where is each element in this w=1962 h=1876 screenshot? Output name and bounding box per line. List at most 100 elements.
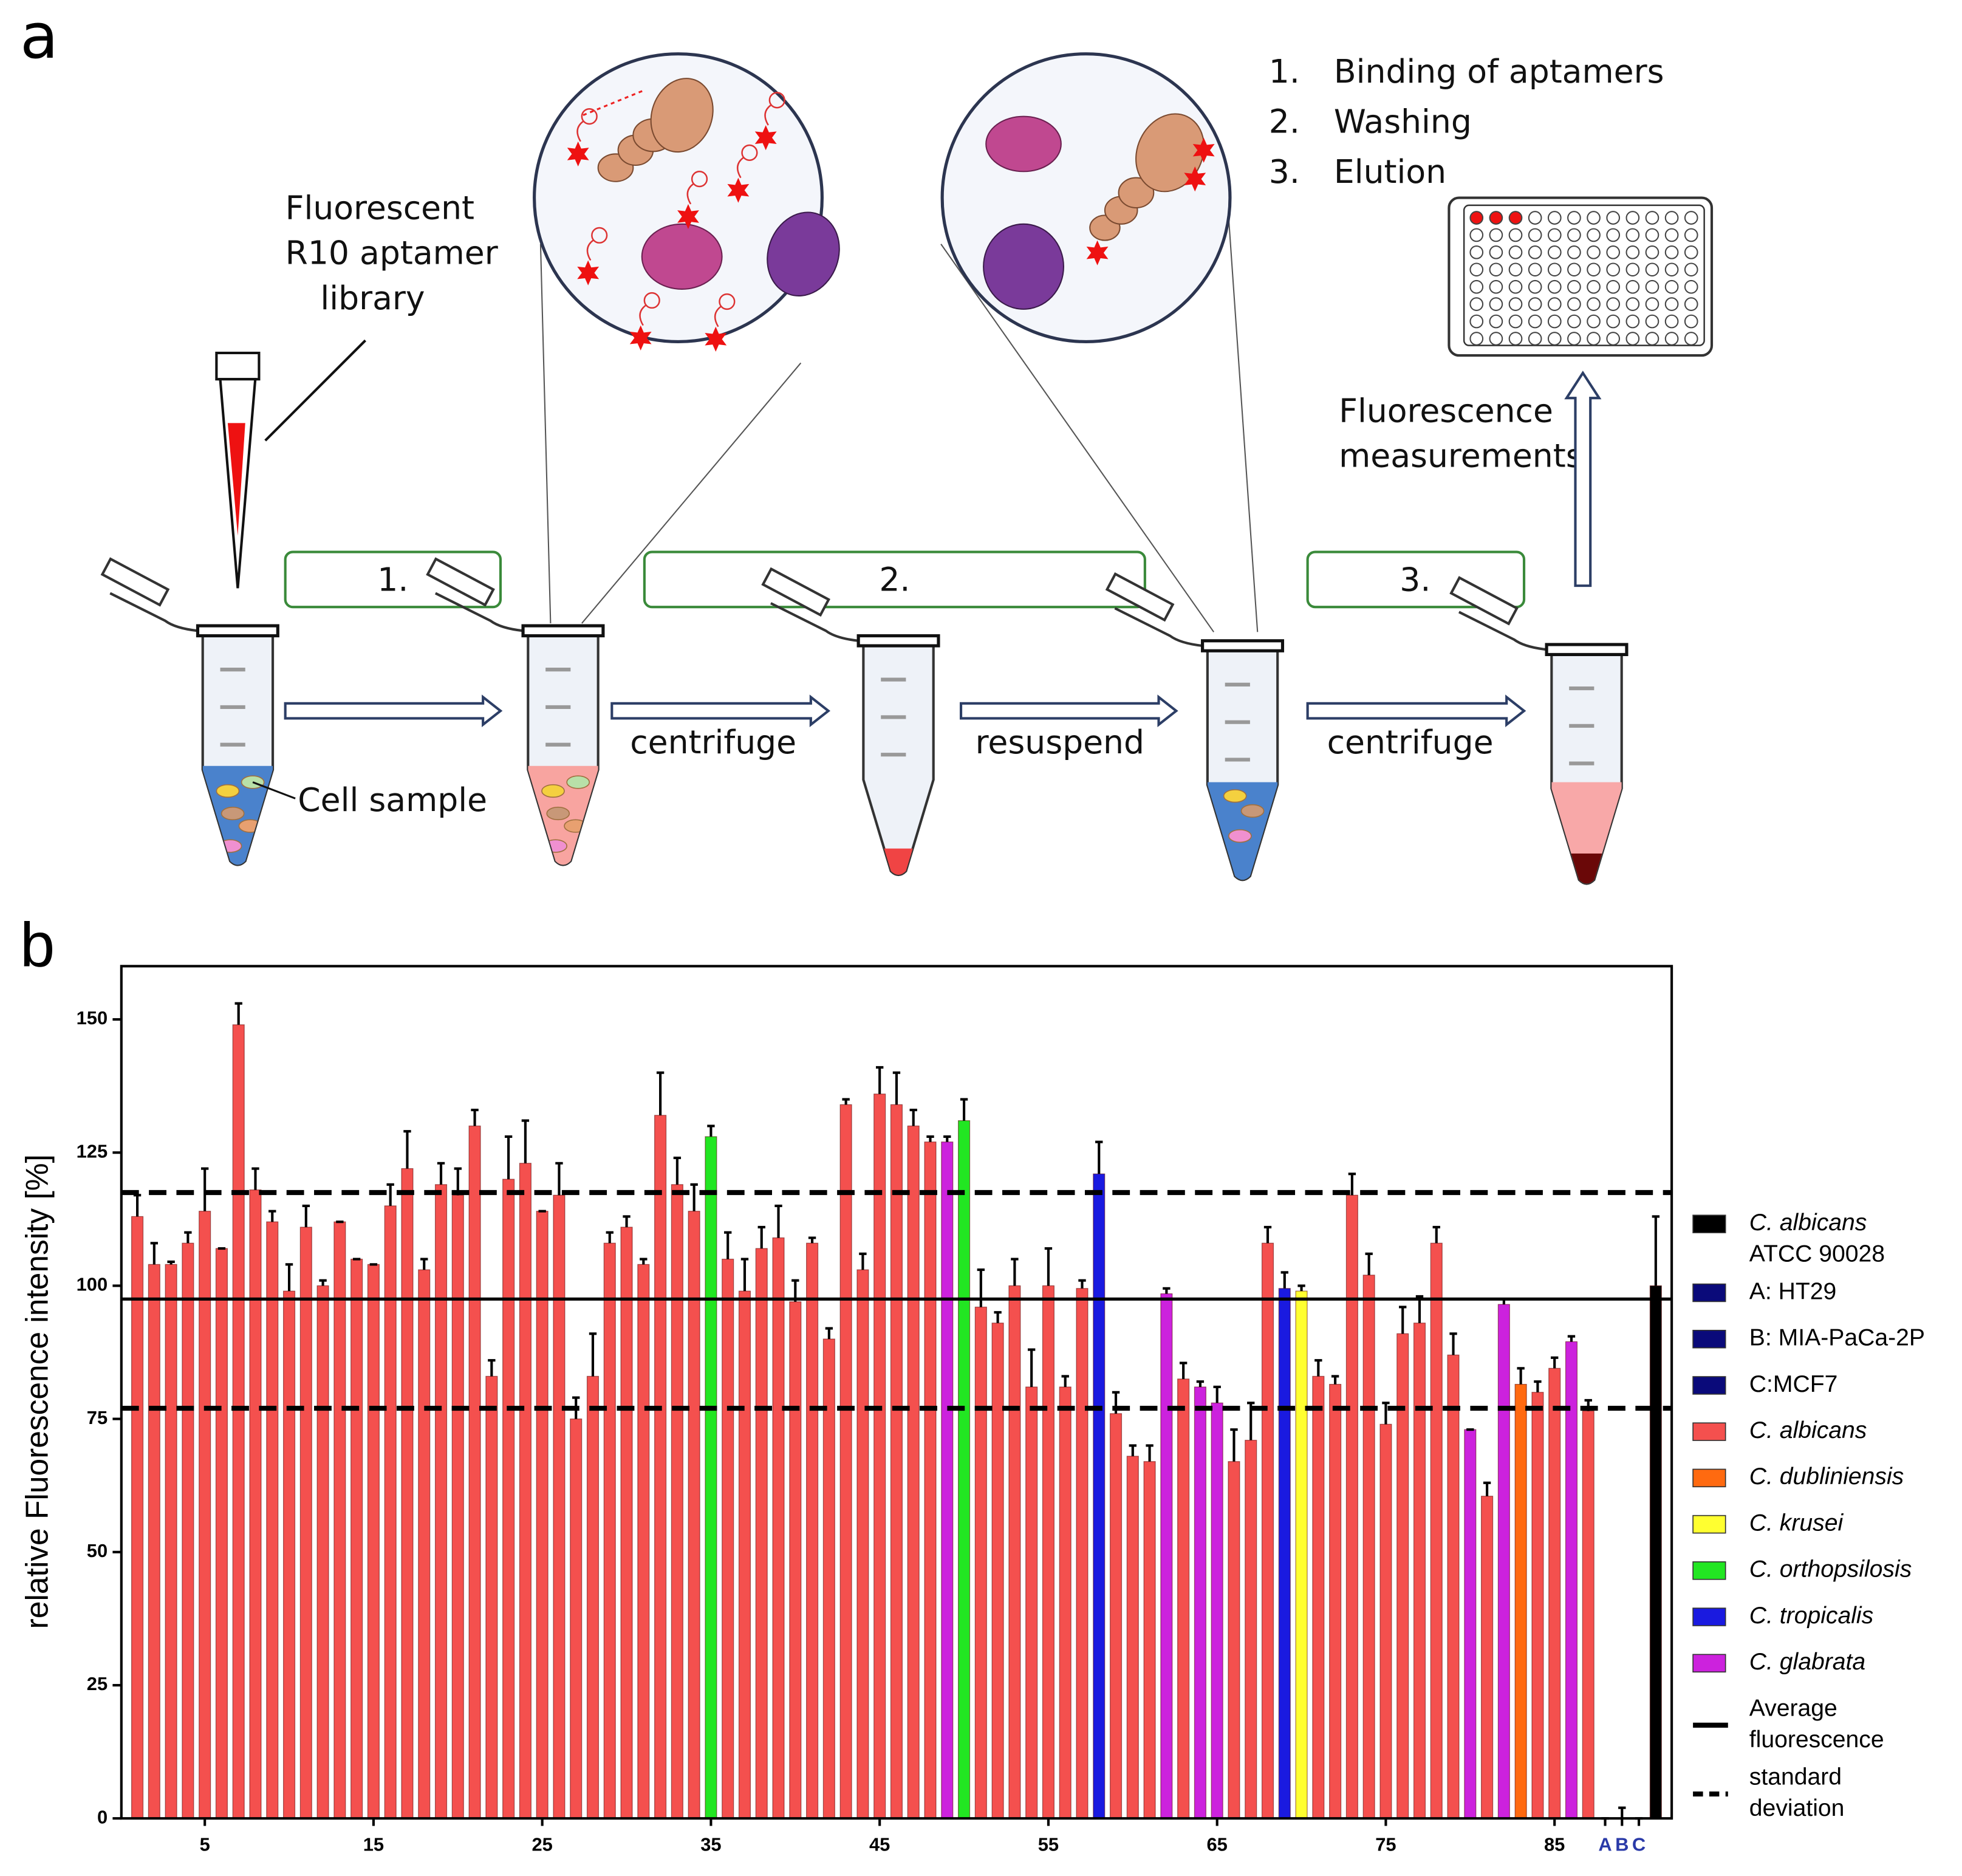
panel-label: a (20, 0, 58, 73)
error-bar (268, 1210, 276, 1222)
well (1606, 228, 1621, 242)
aptamer (576, 120, 584, 142)
tube-hinge (434, 592, 524, 632)
error-bar (133, 1194, 142, 1217)
x-tick-label: A (1598, 1834, 1612, 1855)
well (1489, 245, 1503, 259)
aptamer (639, 304, 646, 326)
well (1684, 245, 1698, 259)
cell (216, 784, 240, 798)
well (1645, 314, 1659, 329)
error-bar (1230, 1428, 1238, 1462)
well (1664, 262, 1679, 277)
well (1547, 245, 1562, 259)
error-bar (875, 1066, 884, 1094)
legend-label: C. albicans (1749, 1210, 1867, 1236)
tube-rim (521, 624, 605, 638)
error-bar (1382, 1402, 1390, 1425)
well (1547, 297, 1562, 311)
action-label: centrifuge (630, 723, 796, 761)
well (1645, 211, 1659, 225)
bar (1126, 1456, 1139, 1819)
bar (654, 1115, 667, 1819)
well (1645, 228, 1659, 242)
well (1664, 279, 1679, 294)
aptamer (686, 183, 694, 205)
bar (974, 1306, 987, 1819)
bar (941, 1142, 954, 1819)
bar (451, 1194, 464, 1819)
bar (789, 1301, 802, 1819)
step-box-label: 3. (1400, 560, 1430, 598)
step-box (643, 550, 1146, 609)
bar (620, 1227, 633, 1819)
error-bar (994, 1311, 1002, 1323)
error-bar (673, 1156, 682, 1185)
error-bar (926, 1135, 934, 1142)
error-bar (892, 1071, 901, 1105)
zoom-line (1228, 219, 1259, 632)
tube-content (528, 765, 598, 865)
error-bar (623, 1215, 631, 1227)
y-axis-label: relative Fluorescence intensity [%] (19, 1154, 54, 1629)
legend-label: deviation (1749, 1795, 1845, 1821)
bar (1481, 1496, 1494, 1819)
error-bar (1196, 1380, 1205, 1387)
bar (553, 1194, 566, 1819)
bar (232, 1024, 245, 1819)
bar (1109, 1413, 1123, 1819)
error-bar (1179, 1361, 1188, 1379)
bar (772, 1237, 785, 1819)
well (1508, 245, 1523, 259)
bar (688, 1211, 700, 1819)
error-bar (1652, 1215, 1660, 1286)
step-text: Washing (1334, 102, 1472, 140)
human-cell (983, 223, 1064, 310)
x-tick-label: 15 (363, 1834, 384, 1855)
well (1684, 262, 1698, 277)
step-box (284, 550, 502, 609)
well (1547, 332, 1562, 346)
error-bar (234, 1002, 242, 1025)
legend-label: standard (1749, 1764, 1842, 1790)
aptamer-loop (643, 292, 660, 309)
well (1645, 297, 1659, 311)
well (1567, 332, 1581, 346)
well (1587, 245, 1601, 259)
aptamer-loop (691, 171, 708, 188)
x-tick-label: C (1632, 1834, 1646, 1855)
well (1567, 211, 1581, 225)
well (1528, 262, 1542, 277)
error-bar (1432, 1225, 1440, 1244)
well (1684, 314, 1698, 329)
plate-inner (1463, 204, 1705, 346)
bar (722, 1258, 734, 1819)
bar (873, 1094, 886, 1819)
well (1625, 211, 1640, 225)
yeast-cell (650, 78, 714, 153)
error-bar (521, 1119, 530, 1163)
pointer (264, 339, 366, 442)
well (1684, 332, 1698, 346)
bar (131, 1216, 144, 1819)
motion-arrow (583, 89, 645, 117)
well (1489, 297, 1503, 311)
well (1684, 279, 1698, 294)
measurement-label: Fluorescence (1339, 391, 1553, 430)
bar (182, 1242, 194, 1819)
library-label: R10 aptamer (285, 234, 499, 272)
error-bar (1314, 1359, 1322, 1377)
legend-label: C. glabrata (1749, 1649, 1865, 1675)
bar (705, 1136, 717, 1819)
cell (566, 775, 590, 789)
bar (215, 1248, 228, 1819)
well (1508, 279, 1523, 294)
bar (1295, 1290, 1308, 1819)
well (1547, 211, 1562, 225)
error-bar (1011, 1258, 1019, 1286)
well (1528, 297, 1542, 311)
well (1645, 245, 1659, 259)
aptamer-loop (719, 293, 736, 310)
error-bar (825, 1327, 833, 1340)
